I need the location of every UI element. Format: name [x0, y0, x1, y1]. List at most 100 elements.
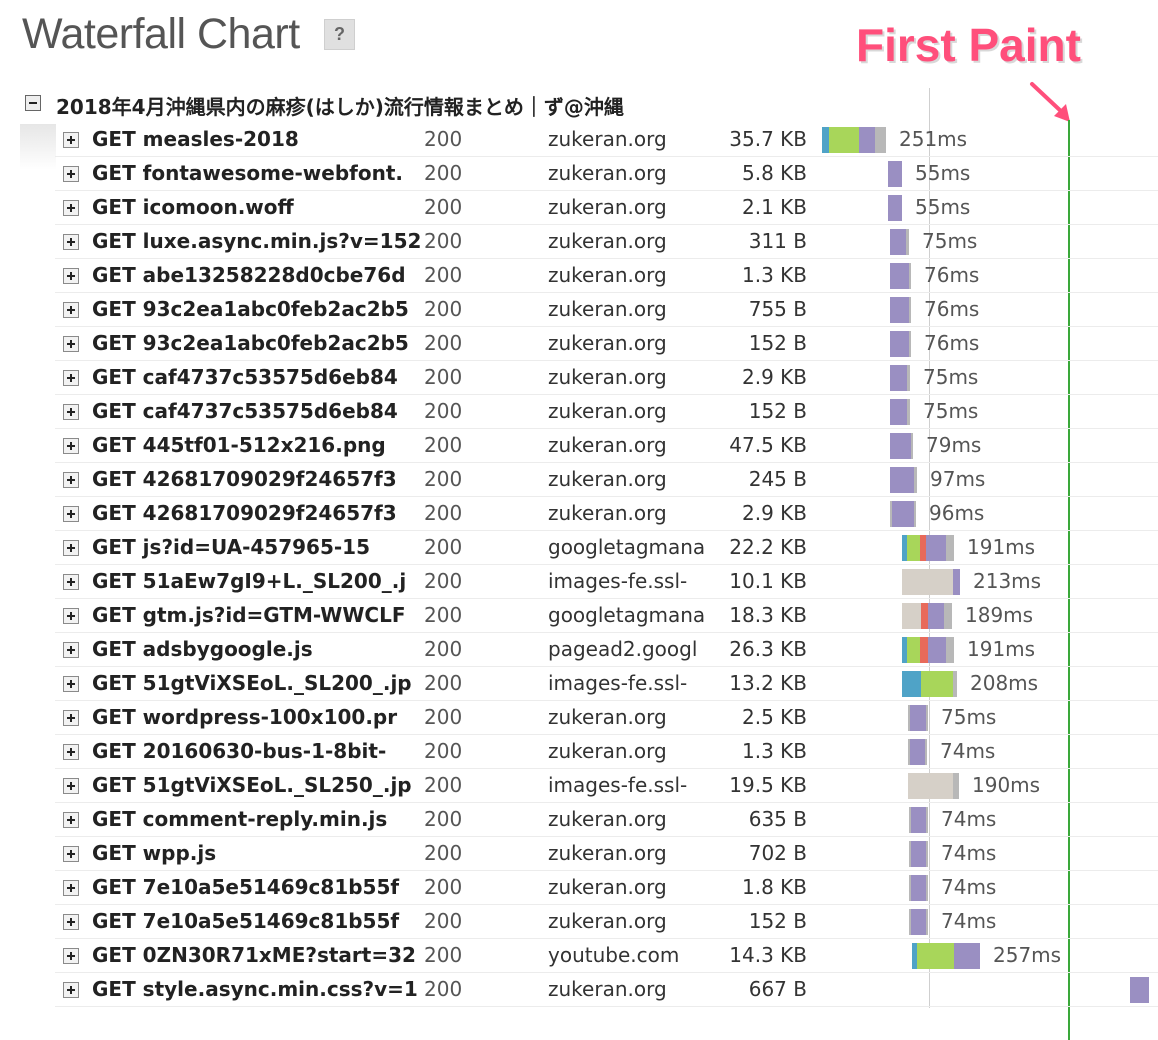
timing-bar [55, 803, 1158, 837]
request-duration: 75ms [923, 365, 979, 389]
expand-icon[interactable] [63, 166, 79, 182]
request-row[interactable]: GET 51gtViXSEoL._SL200_.jp 200 images-fe.s… [55, 667, 1158, 701]
request-row[interactable]: GET js?id=UA-457965-15 200 googletagmana 22… [55, 531, 1158, 565]
help-button[interactable]: ? [324, 19, 355, 50]
request-row[interactable]: GET luxe.async.min.js?v=152 200 zukeran.or… [55, 225, 1158, 259]
request-domain: zukeran.org [548, 399, 667, 423]
request-duration: 55ms [915, 195, 971, 219]
expand-icon[interactable] [63, 234, 79, 250]
request-row[interactable]: GET caf4737c53575d6eb84 200 zukeran.org 2.9… [55, 361, 1158, 395]
request-duration: 74ms [940, 739, 996, 763]
expand-icon[interactable] [63, 574, 79, 590]
request-duration: 75ms [941, 705, 997, 729]
timing-segment-gray [953, 773, 959, 799]
expand-icon[interactable] [63, 982, 79, 998]
expand-icon[interactable] [63, 336, 79, 352]
expand-icon[interactable] [63, 438, 79, 454]
request-duration: 257ms [993, 943, 1062, 967]
expand-icon[interactable] [63, 846, 79, 862]
timing-segment-gray [909, 841, 911, 867]
request-name: GET 42681709029f24657f3 [92, 467, 397, 491]
request-row[interactable]: GET adsbygoogle.js 200 pagead2.googl 26.3 K… [55, 633, 1158, 667]
request-row[interactable]: GET 51aEw7gI9+L._SL200_.j 200 images-fe.ss… [55, 565, 1158, 599]
row-gutter [20, 124, 56, 170]
timing-segment-gray [907, 399, 910, 425]
timing-bar [55, 973, 1158, 1007]
response-size: 2.5 KB [742, 705, 807, 729]
expand-icon[interactable] [63, 608, 79, 624]
expand-icon[interactable] [63, 778, 79, 794]
request-duration: 79ms [926, 433, 982, 457]
request-row[interactable]: GET abe13258228d0cbe76d 200 zukeran.org 1.3… [55, 259, 1158, 293]
request-name: GET 445tf01-512x216.png [92, 433, 386, 457]
expand-icon[interactable] [63, 642, 79, 658]
request-row[interactable]: GET 7e10a5e51469c81b55f 200 zukeran.org 1.8… [55, 871, 1158, 905]
timing-segment-gray [890, 501, 892, 527]
request-row[interactable]: GET caf4737c53575d6eb84 200 zukeran.org 152… [55, 395, 1158, 429]
request-row[interactable]: GET 7e10a5e51469c81b55f 200 zukeran.org 152… [55, 905, 1158, 939]
response-size: 10.1 KB [729, 569, 807, 593]
request-row[interactable]: GET wordpress-100x100.pr 200 zukeran.org 2.… [55, 701, 1158, 735]
timing-bar [55, 905, 1158, 939]
request-row[interactable]: GET 51gtViXSEoL._SL250_.jp 200 images-fe.s… [55, 769, 1158, 803]
expand-icon[interactable] [63, 200, 79, 216]
expand-icon[interactable] [63, 880, 79, 896]
request-row[interactable]: GET 93c2ea1abc0feb2ac2b5 200 zukeran.org 15… [55, 327, 1158, 361]
timing-segment-blocked [908, 773, 953, 799]
status-code: 200 [424, 705, 463, 729]
timing-segment-wait [829, 127, 859, 153]
timing-segment-receive [911, 909, 926, 935]
request-name: GET 7e10a5e51469c81b55f [92, 909, 400, 933]
expand-icon[interactable] [63, 302, 79, 318]
status-code: 200 [424, 195, 463, 219]
request-row[interactable]: GET fontawesome-webfont. 200 zukeran.org 5.… [55, 157, 1158, 191]
request-row[interactable]: GET comment-reply.min.js 200 zukeran.org 63… [55, 803, 1158, 837]
request-domain: youtube.com [548, 943, 680, 967]
expand-icon[interactable] [63, 948, 79, 964]
expand-icon[interactable] [63, 132, 79, 148]
timing-segment-gray [926, 909, 928, 935]
response-size: 755 B [748, 297, 807, 321]
collapse-group-icon[interactable] [25, 95, 41, 111]
request-row[interactable]: GET measles-2018 200 zukeran.org 35.7 KB 251… [55, 123, 1158, 157]
expand-icon[interactable] [63, 404, 79, 420]
status-code: 200 [424, 637, 463, 661]
request-row[interactable]: GET 0ZN30R71xME?start=32 200 youtube.com 14… [55, 939, 1158, 973]
timing-segment-wait [917, 943, 954, 969]
response-size: 2.9 KB [742, 365, 807, 389]
expand-icon[interactable] [63, 812, 79, 828]
status-code: 200 [424, 603, 463, 627]
timing-segment-gray [946, 535, 954, 561]
status-code: 200 [424, 399, 463, 423]
expand-icon[interactable] [63, 710, 79, 726]
request-duration: 76ms [924, 263, 980, 287]
timing-segment-receive [890, 365, 907, 391]
request-row[interactable]: GET 20160630-bus-1-8bit- 200 zukeran.org 1.… [55, 735, 1158, 769]
expand-icon[interactable] [63, 914, 79, 930]
request-row[interactable]: GET wpp.js 200 zukeran.org 702 B 74ms [55, 837, 1158, 871]
timing-segment-gray [914, 501, 916, 527]
request-row[interactable]: GET style.async.min.css?v=1 200 zukeran.or… [55, 973, 1158, 1007]
expand-icon[interactable] [63, 472, 79, 488]
request-domain: zukeran.org [548, 875, 667, 899]
expand-icon[interactable] [63, 744, 79, 760]
timing-segment-receive [890, 297, 909, 323]
request-row[interactable]: GET 42681709029f24657f3 200 zukeran.org 2.9… [55, 497, 1158, 531]
expand-icon[interactable] [63, 370, 79, 386]
request-row[interactable]: GET 93c2ea1abc0feb2ac2b5 200 zukeran.org 75… [55, 293, 1158, 327]
request-row[interactable]: GET gtm.js?id=GTM-WWCLF 200 googletagmana 1… [55, 599, 1158, 633]
timing-segment-receive [890, 433, 911, 459]
expand-icon[interactable] [63, 506, 79, 522]
expand-icon[interactable] [63, 676, 79, 692]
expand-icon[interactable] [63, 268, 79, 284]
timing-segment-connect [921, 603, 928, 629]
request-duration: 251ms [899, 127, 968, 151]
status-code: 200 [424, 977, 463, 1001]
expand-icon[interactable] [63, 540, 79, 556]
request-row[interactable]: GET icomoon.woff 200 zukeran.org 2.1 KB 55ms [55, 191, 1158, 225]
request-row[interactable]: GET 42681709029f24657f3 200 zukeran.org 245… [55, 463, 1158, 497]
request-row[interactable]: GET 445tf01-512x216.png 200 zukeran.org 47.… [55, 429, 1158, 463]
timing-segment-receive [890, 399, 907, 425]
timing-bar [55, 429, 1158, 463]
response-size: 26.3 KB [729, 637, 807, 661]
